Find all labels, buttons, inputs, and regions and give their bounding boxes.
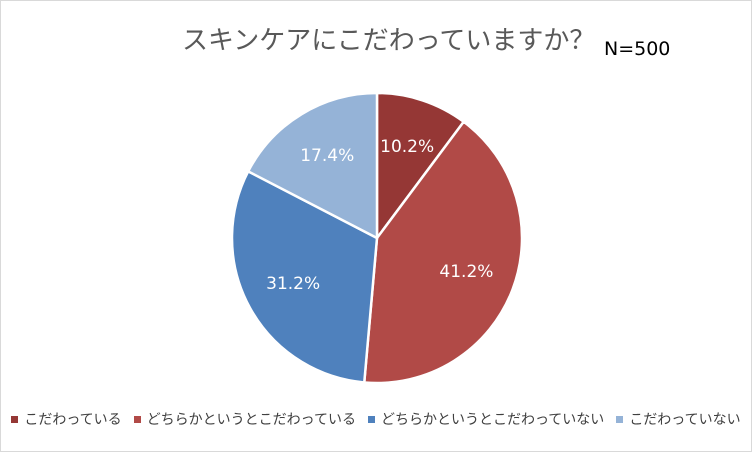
legend-swatch	[616, 415, 624, 423]
legend-swatch	[133, 415, 141, 423]
data-label: 31.2%	[266, 274, 320, 294]
legend-item-kodawatteinai: こだわっていない	[616, 409, 741, 429]
pie-slice-kodawatteiru	[375, 91, 465, 240]
sample-size-label: N=500	[604, 38, 671, 60]
legend-label: どちらかというとこだわっていない	[381, 412, 605, 428]
legend-item-dochiraka-kodawatteinai: どちらかというとこだわっていない	[368, 409, 604, 429]
legend-item-dochiraka-kodawatteiru: どちらかというとこだわっている	[133, 409, 356, 429]
pie-slice-kodawatteinai	[246, 91, 379, 240]
pie-slice-dochiraka-kodawatteinai	[230, 170, 379, 384]
legend-label: どちらかというとこだわっている	[146, 412, 356, 428]
legend-label: こだわっていない	[629, 412, 741, 428]
data-label: 41.2%	[439, 262, 493, 282]
chart-legend: こだわっている どちらかというとこだわっている どちらかというとこだわっていない…	[0, 409, 752, 429]
legend-swatch	[368, 415, 375, 423]
chart-title: スキンケアにこだわっていますか？	[182, 26, 596, 56]
data-label: 10.2%	[380, 137, 434, 157]
legend-swatch	[11, 415, 19, 423]
legend-item-kodawatteiru: こだわっている	[11, 409, 122, 429]
legend-label: こだわっている	[24, 412, 122, 428]
pie-slice-dochiraka-kodawatteiru	[363, 120, 524, 385]
data-label: 17.4%	[300, 146, 354, 166]
